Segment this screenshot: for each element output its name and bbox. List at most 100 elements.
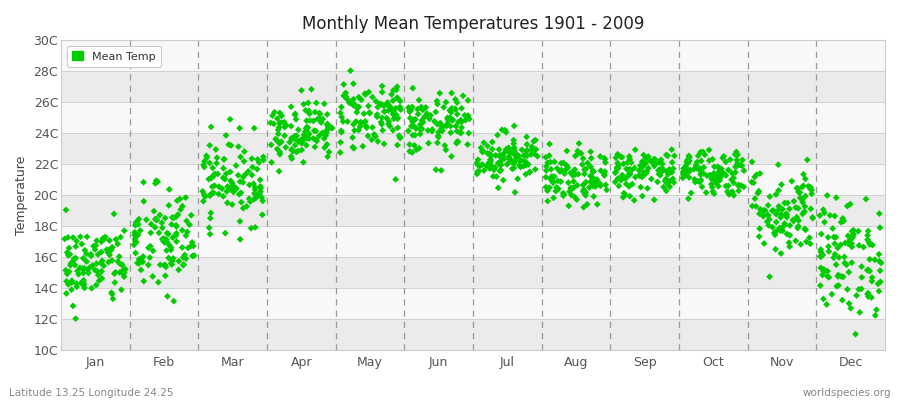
- Point: [425, 126, 439, 133]
- Point: [507, 160, 521, 167]
- Point: [731, 160, 745, 166]
- Point: [393, 134, 408, 141]
- Point: [385, 107, 400, 113]
- Point: [692, 179, 706, 185]
- Point: [419, 110, 434, 117]
- Point: [307, 128, 321, 134]
- Point: [346, 144, 360, 150]
- Point: [745, 159, 760, 165]
- Point: [676, 166, 690, 172]
- Point: [391, 142, 405, 148]
- Point: [706, 172, 721, 178]
- Point: [277, 124, 292, 130]
- Bar: [61, 226, 885, 257]
- Point: [251, 192, 266, 199]
- Point: [667, 179, 681, 186]
- Point: [721, 167, 735, 173]
- Point: [508, 158, 523, 164]
- Point: [173, 196, 187, 202]
- Point: [610, 151, 625, 158]
- Point: [715, 173, 729, 179]
- Point: [382, 118, 396, 124]
- Point: [116, 270, 130, 277]
- Point: [762, 216, 777, 223]
- Point: [856, 244, 870, 250]
- Point: [590, 176, 604, 183]
- Point: [203, 192, 218, 199]
- Point: [556, 160, 571, 166]
- Point: [334, 104, 348, 110]
- Point: [506, 150, 520, 156]
- Point: [237, 158, 251, 164]
- Point: [518, 158, 532, 164]
- Point: [577, 186, 591, 193]
- Point: [247, 125, 261, 131]
- Point: [641, 165, 655, 172]
- Point: [346, 96, 361, 102]
- Point: [632, 167, 646, 174]
- Point: [722, 191, 736, 198]
- Point: [284, 135, 299, 142]
- Point: [471, 162, 485, 168]
- Point: [638, 160, 652, 167]
- Point: [619, 181, 634, 187]
- Point: [246, 164, 260, 170]
- Point: [728, 164, 742, 170]
- Point: [752, 233, 767, 240]
- Point: [358, 118, 373, 124]
- Point: [507, 165, 521, 171]
- Point: [623, 156, 637, 162]
- Point: [869, 306, 884, 313]
- Point: [68, 316, 83, 322]
- Point: [806, 214, 820, 220]
- Point: [389, 87, 403, 93]
- Point: [655, 161, 670, 167]
- Point: [404, 123, 419, 129]
- Point: [680, 170, 694, 177]
- Point: [77, 285, 92, 291]
- Point: [389, 176, 403, 183]
- Point: [475, 149, 490, 155]
- Point: [111, 258, 125, 265]
- Point: [707, 171, 722, 178]
- Point: [636, 162, 651, 169]
- Point: [753, 206, 768, 212]
- Point: [255, 212, 269, 218]
- Point: [508, 148, 522, 154]
- Point: [694, 172, 708, 178]
- Point: [761, 212, 776, 219]
- Point: [502, 146, 517, 152]
- Point: [374, 121, 389, 128]
- Point: [734, 182, 749, 189]
- Point: [854, 263, 868, 270]
- Point: [431, 129, 446, 135]
- Point: [837, 218, 851, 224]
- Point: [838, 240, 852, 246]
- Point: [184, 243, 198, 249]
- Point: [690, 178, 705, 184]
- Point: [386, 97, 400, 104]
- Point: [505, 166, 519, 172]
- Point: [96, 236, 111, 243]
- Point: [61, 281, 76, 288]
- Point: [175, 227, 189, 234]
- Point: [612, 183, 626, 189]
- Point: [371, 104, 385, 110]
- Point: [158, 262, 172, 268]
- Point: [117, 228, 131, 234]
- Point: [166, 258, 180, 264]
- Point: [271, 131, 285, 137]
- Point: [95, 258, 110, 264]
- Point: [616, 190, 631, 196]
- Point: [748, 174, 762, 180]
- Point: [132, 256, 147, 262]
- Point: [134, 267, 148, 273]
- Point: [771, 162, 786, 168]
- Point: [292, 138, 306, 144]
- Point: [172, 258, 186, 264]
- Point: [737, 168, 751, 174]
- Point: [506, 150, 520, 156]
- Point: [827, 213, 842, 219]
- Point: [495, 126, 509, 133]
- Point: [61, 234, 76, 241]
